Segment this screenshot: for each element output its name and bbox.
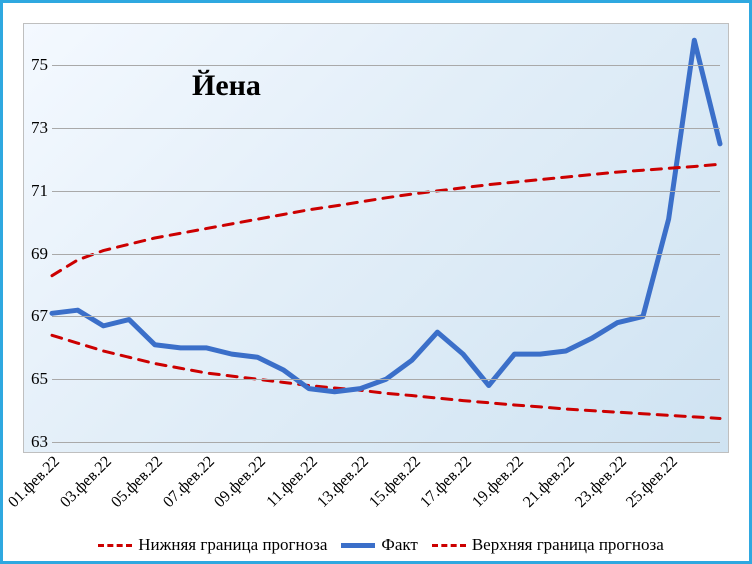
gridline	[52, 379, 720, 380]
gridline	[52, 254, 720, 255]
x-tick-label: 17.фев.22	[417, 453, 476, 512]
legend-item-fact: Факт	[341, 535, 417, 555]
x-tick-label: 11.фев.22	[263, 453, 321, 511]
y-tick-label: 71	[31, 181, 52, 201]
x-tick-label: 21.фев.22	[520, 453, 579, 512]
gridline	[52, 316, 720, 317]
legend-label: Нижняя граница прогноза	[138, 535, 327, 555]
gridline	[52, 191, 720, 192]
legend-item-upper: Верхняя граница прогноза	[432, 535, 664, 555]
legend-label: Факт	[381, 535, 417, 555]
line-layer	[52, 34, 720, 442]
x-tick-label: 23.фев.22	[572, 453, 631, 512]
y-tick-label: 75	[31, 55, 52, 75]
y-tick-label: 69	[31, 244, 52, 264]
legend-swatch	[98, 544, 132, 547]
gridline	[52, 128, 720, 129]
y-tick-label: 65	[31, 369, 52, 389]
x-tick-label: 03.фев.22	[57, 453, 116, 512]
y-tick-label: 67	[31, 306, 52, 326]
gridline	[52, 442, 720, 443]
y-tick-label: 73	[31, 118, 52, 138]
series-line-upper	[52, 164, 720, 275]
legend-swatch	[341, 543, 375, 548]
plot-background: Йена 63656769717375	[23, 23, 729, 453]
x-tick-label: 15.фев.22	[366, 453, 425, 512]
legend-label: Верхняя граница прогноза	[472, 535, 664, 555]
legend: Нижняя граница прогноза Факт Верхняя грани…	[33, 535, 729, 555]
plot-area: Йена 63656769717375	[52, 34, 720, 442]
x-tick-label: 05.фев.22	[108, 453, 167, 512]
x-tick-label: 01.фев.22	[5, 453, 64, 512]
legend-item-lower: Нижняя граница прогноза	[98, 535, 327, 555]
x-tick-label: 25.фев.22	[623, 453, 682, 512]
chart-container: Йена 63656769717375 01.фев.2203.фев.2205…	[0, 0, 752, 564]
y-tick-label: 63	[31, 432, 52, 452]
x-tick-label: 13.фев.22	[314, 453, 373, 512]
x-axis-labels: 01.фев.2203.фев.2205.фев.2207.фев.2209.ф…	[51, 453, 721, 523]
x-tick-label: 07.фев.22	[160, 453, 219, 512]
legend-swatch	[432, 544, 466, 547]
x-tick-label: 19.фев.22	[469, 453, 528, 512]
x-tick-label: 09.фев.22	[211, 453, 270, 512]
series-line-fact	[52, 40, 720, 392]
gridline	[52, 65, 720, 66]
